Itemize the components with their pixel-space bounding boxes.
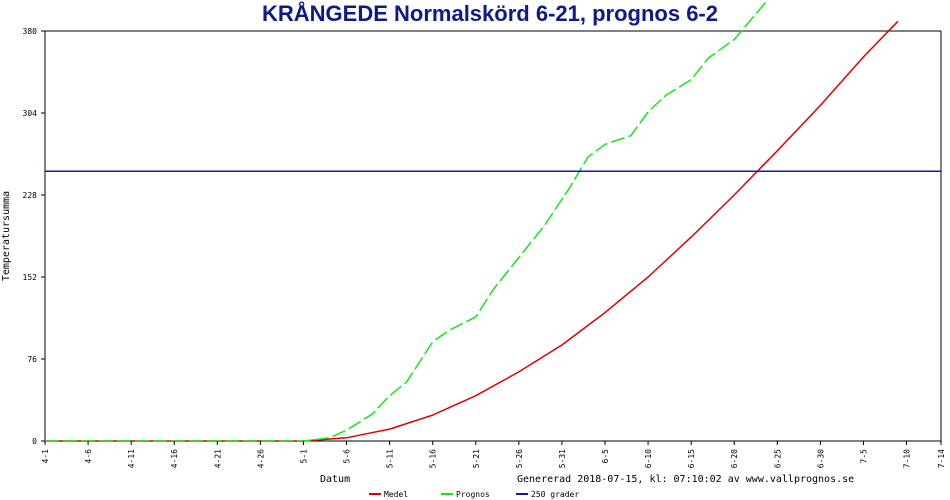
x-tick-label: 5-16 [429,449,438,468]
x-tick-label: 7-5 [859,449,868,464]
y-axis-label: Temperatursumma [1,191,12,281]
legend-label: 250 grader [531,490,579,499]
plot-frame [44,30,942,442]
x-tick-label: 4-1 [41,449,50,464]
x-tick-label: 4-21 [213,449,222,468]
x-tick-label: 6-30 [816,449,825,468]
x-tick-label: 6-25 [773,449,782,468]
x-tick-label: 4-26 [256,449,265,468]
y-tick-label: 152 [23,273,38,282]
x-tick-label: 6-5 [601,449,610,464]
legend-label: Medel [384,490,408,499]
x-tick-label: 6-10 [644,449,653,468]
x-tick-label: 6-15 [687,449,696,468]
x-tick-label: 5-31 [558,449,567,468]
x-tick-label: 4-11 [127,449,136,468]
x-tick-label: 5-1 [299,449,308,464]
x-tick-label: 7-10 [903,449,912,468]
x-tick-label: 4-16 [170,449,179,468]
x-tick-label: 6-20 [730,449,739,468]
x-axis-label: Datum [320,474,350,485]
chart-title: KRÅNGEDE Normalskörd 6-21, prognos 6-2 [262,1,718,26]
series-line-prognos [45,0,769,442]
y-tick-label: 76 [27,355,37,364]
y-tick-label: 0 [32,437,37,446]
x-tick-label: 5-11 [386,449,395,468]
y-tick-label: 228 [23,191,38,200]
x-tick-label: 5-6 [343,449,352,464]
y-tick-label: 380 [23,27,38,36]
footer-text: Genererad 2018-07-15, kl: 07:10:02 av ww… [517,474,854,485]
x-tick-label: 4-6 [84,449,93,464]
series-line-medel [45,20,899,442]
legend-label: Prognos [456,490,490,499]
y-tick-label: 304 [23,109,38,118]
x-tick-label: 5-26 [515,449,524,468]
x-tick-label: 7-14 [937,449,946,468]
x-tick-label: 5-21 [472,449,481,468]
